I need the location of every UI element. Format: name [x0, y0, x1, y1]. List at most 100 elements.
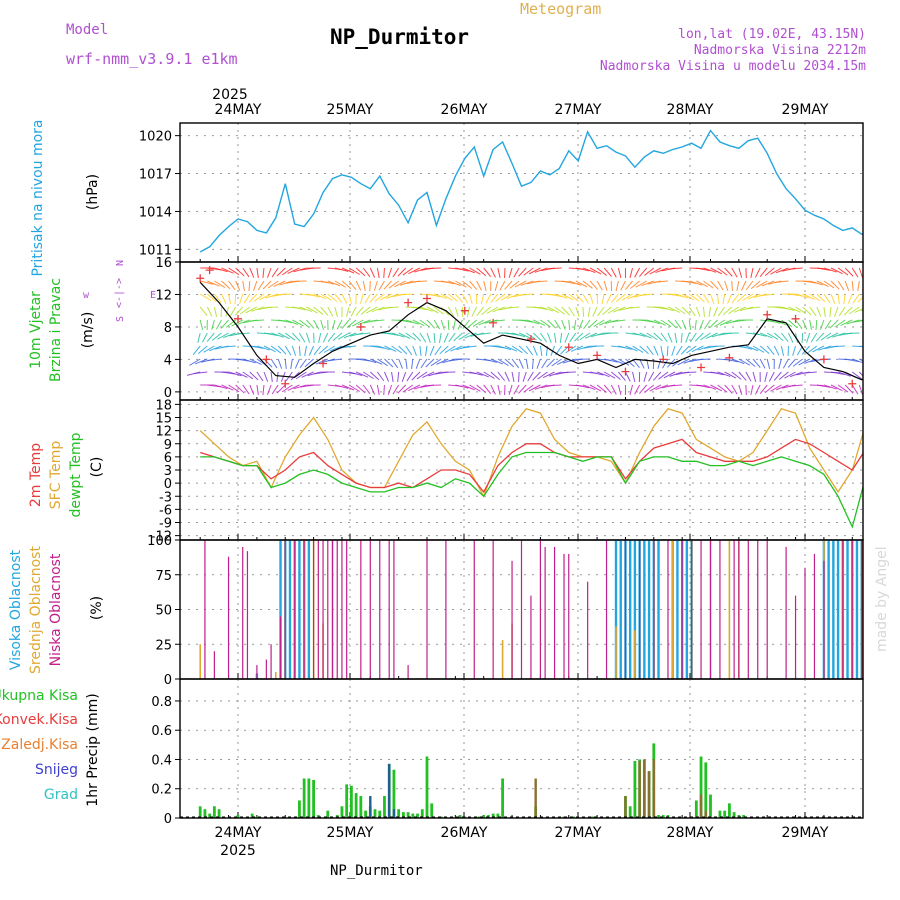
wind-barb	[466, 306, 471, 317]
wind-barb	[362, 280, 366, 291]
wind-barb	[798, 358, 810, 366]
wind-barb	[356, 332, 371, 335]
wind-barb	[662, 358, 669, 369]
wind-barb	[686, 345, 697, 354]
wind-barb	[263, 358, 273, 368]
wind-barb	[717, 267, 728, 276]
mid-cloud-bar	[634, 630, 636, 679]
wind-barb	[422, 371, 435, 378]
tick-label-y: -12	[151, 530, 172, 545]
wind-barb	[653, 319, 666, 326]
wind-barb	[527, 371, 534, 382]
wind-barb	[610, 267, 617, 278]
wind-barb	[291, 332, 301, 342]
wind-barb	[476, 384, 487, 393]
wind-barb	[792, 345, 797, 356]
high-cloud-bar	[647, 540, 651, 679]
panels: 10111014101710200481216-12-9-6-303691215…	[139, 122, 867, 827]
wind-barb	[426, 293, 441, 298]
wind-barb	[852, 320, 863, 323]
wind-barb	[603, 384, 612, 394]
wind-barb	[738, 384, 743, 395]
wind-barb	[384, 332, 399, 336]
low-cloud-bar	[700, 540, 702, 679]
wind-barb	[809, 319, 812, 331]
wind-barb	[315, 358, 328, 365]
wind-barb	[192, 345, 201, 355]
wind-barb	[295, 371, 307, 380]
wind-barb	[248, 293, 258, 303]
wind-barb	[746, 306, 761, 310]
wind-barb	[369, 384, 376, 395]
wind-barb	[573, 319, 577, 331]
wind-barb	[639, 345, 649, 355]
sfc-temp-line	[199, 408, 863, 498]
low-cloud-bar	[336, 540, 338, 679]
wind-barb	[483, 371, 495, 379]
wind-barb	[542, 371, 555, 379]
wind-barb	[668, 384, 683, 387]
wind-barb	[820, 319, 825, 330]
wind-barb	[391, 332, 405, 338]
wind-barb	[546, 358, 555, 368]
wind-barb	[540, 306, 554, 312]
high-cloud-bar	[298, 540, 301, 679]
wind-barb	[271, 267, 279, 278]
wind-barb	[270, 332, 284, 338]
wind-barb	[830, 371, 845, 375]
low-cloud-bar	[313, 540, 315, 679]
total-precip-bar	[491, 813, 495, 818]
wind-barb	[852, 345, 863, 348]
wind-barb	[795, 293, 809, 299]
wind-barb	[267, 280, 279, 289]
wind-barb	[408, 384, 421, 392]
high-cloud-bar	[614, 540, 618, 679]
wind-barb	[559, 332, 563, 344]
wind-barb	[682, 280, 696, 284]
wind-barb	[589, 280, 598, 290]
wind-barb	[441, 280, 455, 285]
wind-barb	[263, 371, 269, 382]
wind-barb	[621, 293, 633, 301]
wind-barb	[752, 371, 757, 382]
wind-barb	[851, 280, 854, 292]
frozen-precip-bar	[647, 771, 651, 818]
wind-barb	[710, 345, 725, 348]
wind-barb	[285, 319, 298, 325]
wind-direction-legend: w <-|-> E N S	[83, 260, 156, 322]
wind-barb	[866, 385, 867, 395]
tick-label-y: 4	[164, 353, 172, 368]
tick-label-y: 0.4	[151, 753, 172, 768]
wind-barb	[767, 319, 781, 324]
low-cloud-bar	[294, 540, 296, 679]
wind-barb	[657, 358, 662, 369]
total-precip-bar	[401, 812, 405, 818]
wind-barb	[681, 319, 687, 330]
wind-barb	[447, 319, 450, 331]
wind-barb	[264, 306, 279, 309]
wind-barb	[299, 306, 313, 313]
wind-barb	[816, 267, 831, 271]
wind-barb	[607, 306, 619, 314]
wind-barb	[674, 293, 689, 299]
wind-barb	[837, 384, 849, 393]
wind-barb	[700, 332, 711, 341]
wind-barb	[601, 293, 605, 304]
pressure-ylabel: Pritisak na nivou mora	[30, 119, 46, 276]
wind-barb	[217, 332, 229, 340]
wind-barb	[639, 267, 648, 277]
wind-barb	[214, 267, 228, 273]
panel-plot-2	[199, 408, 863, 529]
wind-barb	[476, 371, 489, 378]
total-precip-bar	[411, 813, 415, 818]
wind-barb	[773, 345, 780, 356]
wind-barb	[287, 384, 300, 391]
model-label: Model	[66, 22, 108, 38]
low-cloud-bar	[445, 540, 447, 679]
wind-barb	[859, 345, 863, 348]
wind-barb	[823, 384, 837, 390]
wind-barb	[625, 371, 631, 382]
low-cloud-bar	[284, 540, 286, 679]
wind-barb	[667, 306, 680, 313]
wind-barb	[851, 267, 859, 278]
